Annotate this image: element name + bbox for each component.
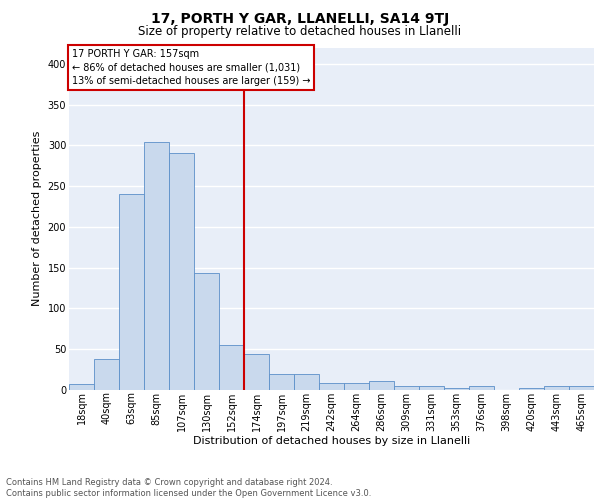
Text: Size of property relative to detached houses in Llanelli: Size of property relative to detached ho…	[139, 25, 461, 38]
Y-axis label: Number of detached properties: Number of detached properties	[32, 131, 42, 306]
Bar	[344, 384, 369, 390]
Bar	[519, 388, 544, 390]
Bar	[419, 386, 444, 390]
Bar	[394, 386, 419, 390]
Bar	[219, 345, 244, 390]
X-axis label: Distribution of detached houses by size in Llanelli: Distribution of detached houses by size …	[193, 436, 470, 446]
Text: 17 PORTH Y GAR: 157sqm
← 86% of detached houses are smaller (1,031)
13% of semi-: 17 PORTH Y GAR: 157sqm ← 86% of detached…	[71, 49, 310, 86]
Bar	[144, 142, 169, 390]
Bar	[194, 272, 219, 390]
Bar	[294, 374, 319, 390]
Bar	[119, 194, 144, 390]
Text: Contains HM Land Registry data © Crown copyright and database right 2024.
Contai: Contains HM Land Registry data © Crown c…	[6, 478, 371, 498]
Bar	[544, 386, 569, 390]
Bar	[169, 152, 194, 390]
Bar	[444, 388, 469, 390]
Bar	[319, 384, 344, 390]
Bar	[469, 386, 494, 390]
Bar	[569, 386, 594, 390]
Bar	[94, 359, 119, 390]
Bar	[244, 354, 269, 390]
Bar	[369, 381, 394, 390]
Text: 17, PORTH Y GAR, LLANELLI, SA14 9TJ: 17, PORTH Y GAR, LLANELLI, SA14 9TJ	[151, 12, 449, 26]
Bar	[269, 374, 294, 390]
Bar	[69, 384, 94, 390]
